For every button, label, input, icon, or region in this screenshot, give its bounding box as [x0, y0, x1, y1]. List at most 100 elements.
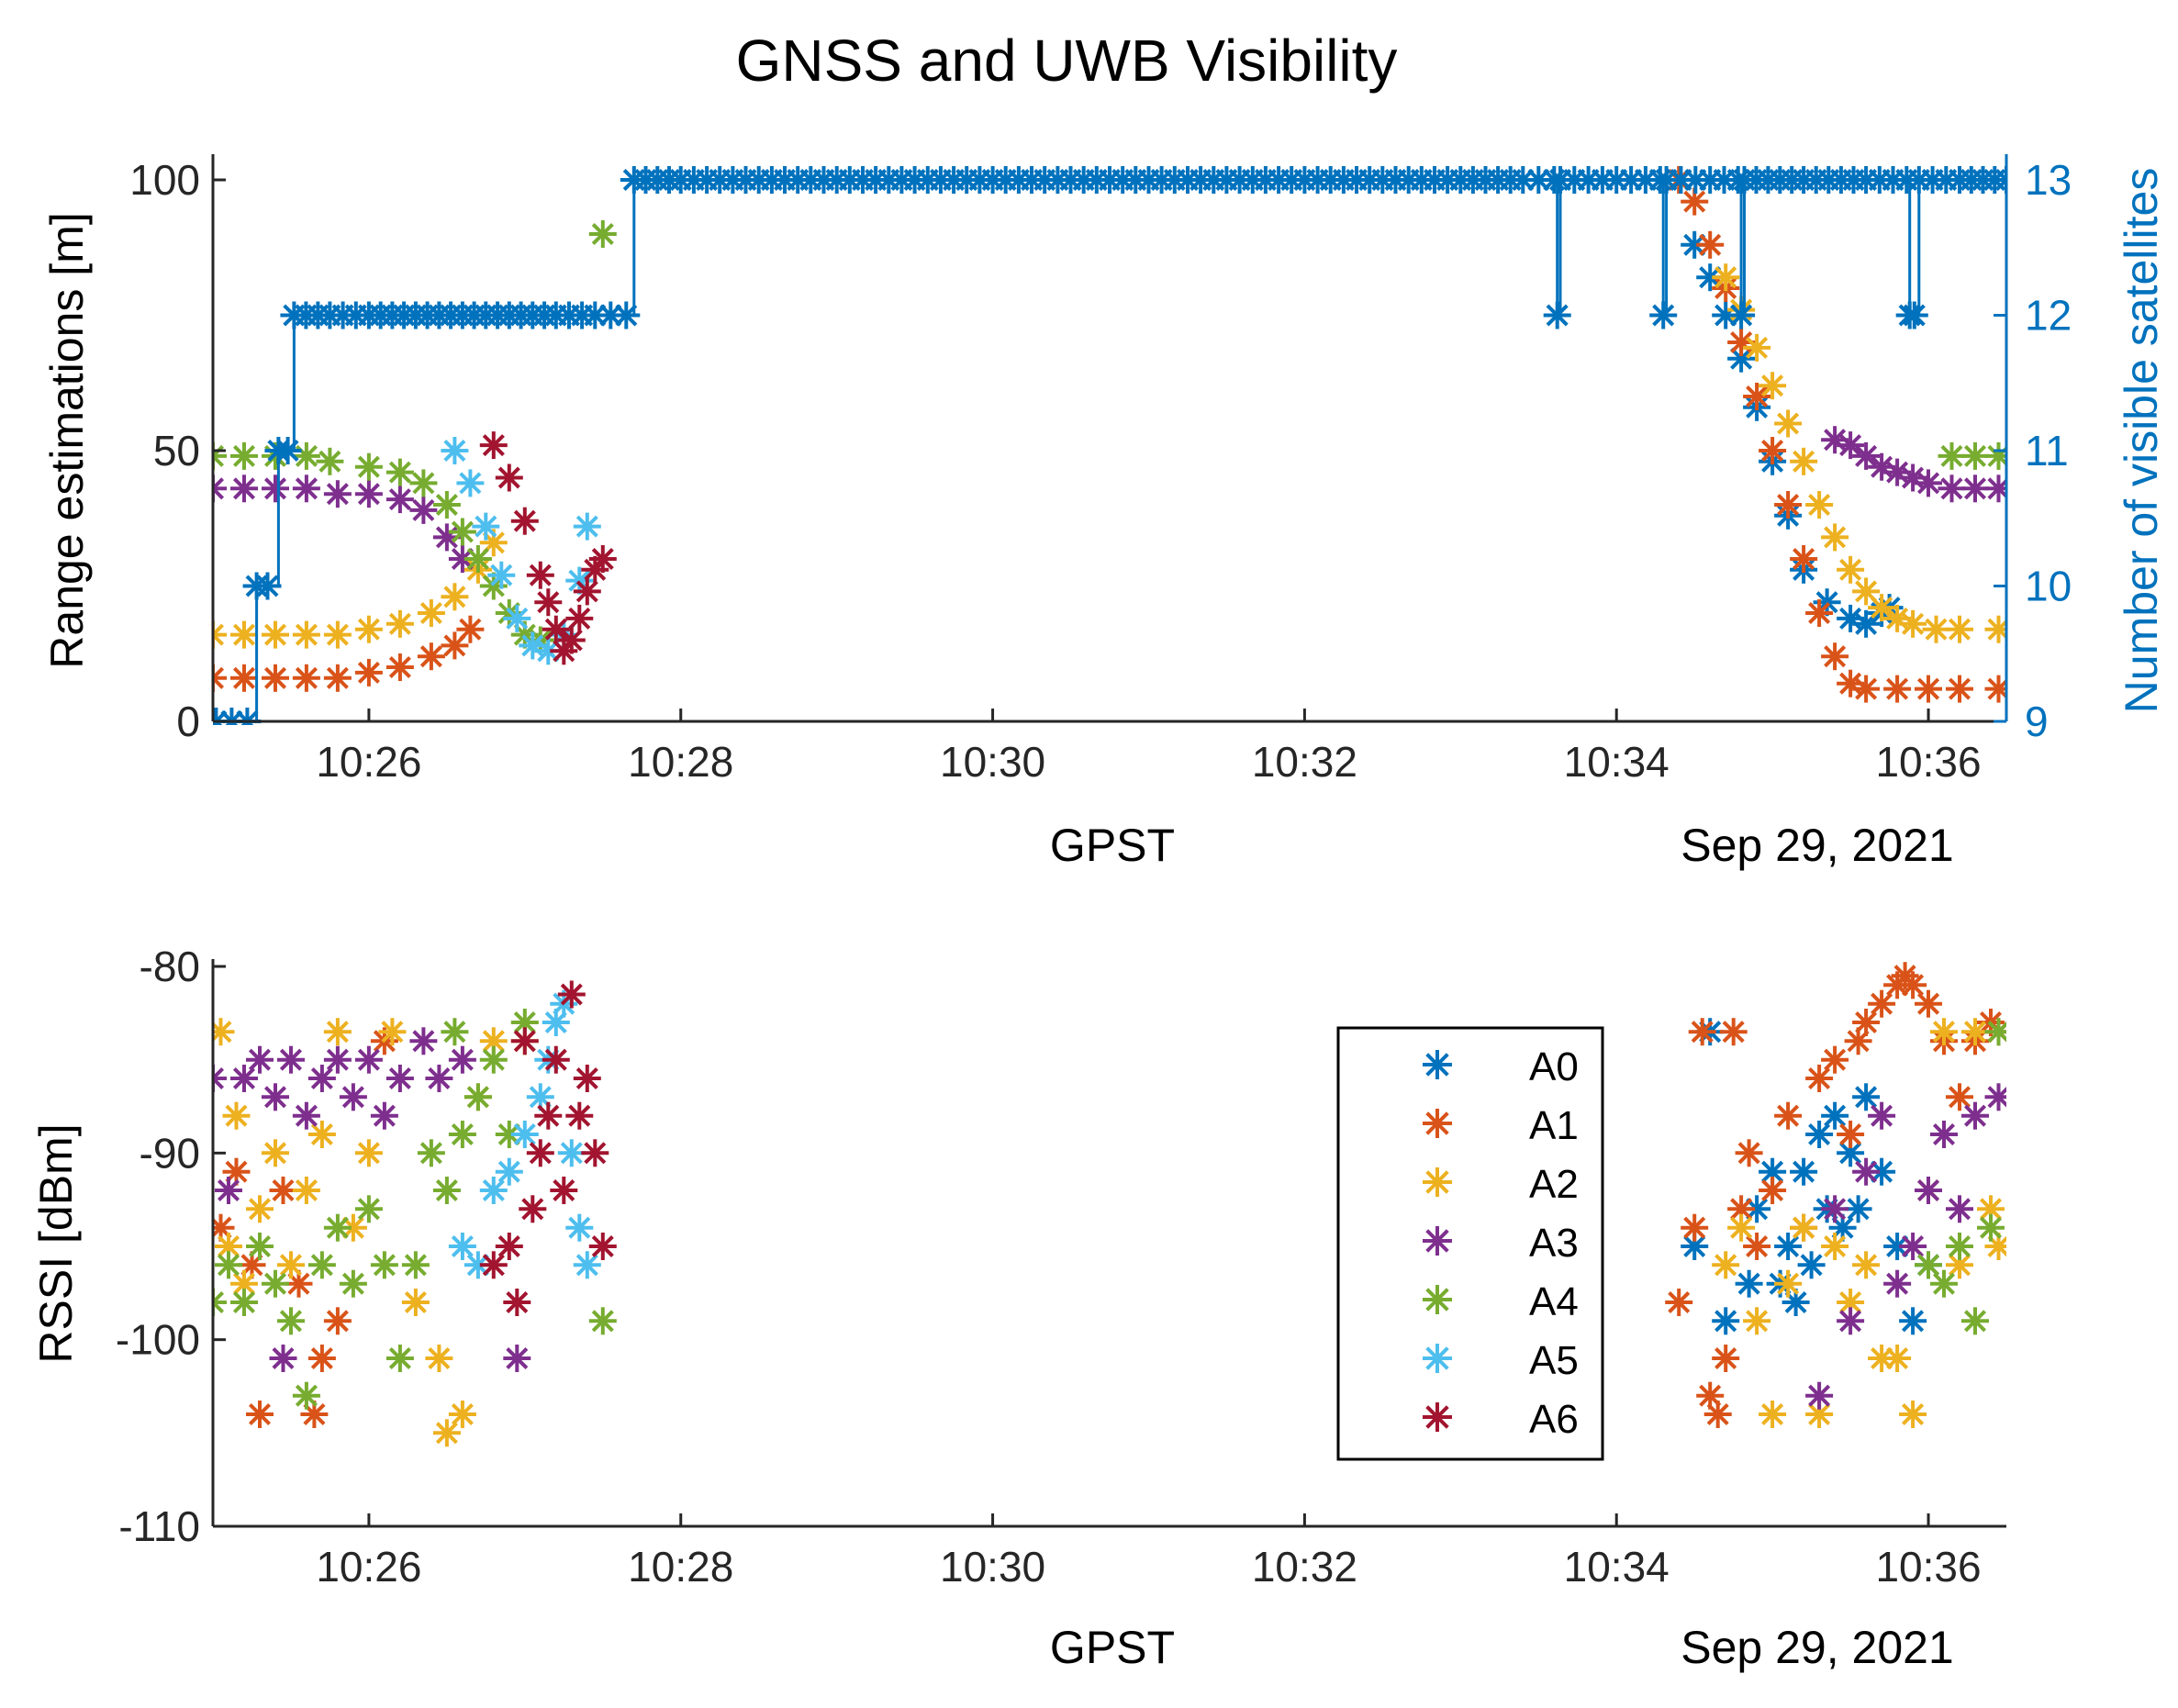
range-point-a3 — [385, 486, 414, 514]
range-point-a4 — [1984, 441, 2006, 470]
y2-tick-label: 12 — [2025, 292, 2072, 340]
x-tick-label: 10:32 — [1252, 738, 1357, 786]
range-point-a4 — [588, 220, 617, 248]
rssi-point-a3 — [370, 1101, 398, 1130]
rssi-point-a0 — [1681, 1233, 1709, 1260]
x-tick-label: 10:26 — [316, 738, 421, 786]
range-point-a2 — [1743, 333, 1771, 362]
rssi-point-a2 — [292, 1177, 320, 1204]
rssi-point-a4 — [464, 1083, 492, 1111]
rssi-point-a1 — [1915, 989, 1942, 1018]
range-point-a4 — [432, 491, 461, 519]
range-point-a2 — [1868, 594, 1896, 622]
range-plot: 10:26 10:28 10:30 10:32 10:34 10:36 0 50 100 9 10 1… — [41, 154, 2167, 871]
rssi-point-a6 — [542, 1045, 570, 1074]
rssi-point-a2 — [1727, 1213, 1756, 1242]
rssi-point-a2 — [1899, 1401, 1927, 1428]
x-tick-label: 10:30 — [940, 1543, 1045, 1591]
range-point-a5 — [573, 512, 601, 541]
legend-marker — [1423, 1167, 1452, 1197]
rssi-y-label: RSSI [dBm] — [30, 1123, 82, 1363]
rssi-series-a2 — [213, 1018, 2006, 1447]
rssi-point-a3 — [1805, 1381, 1834, 1410]
rssi-point-a1 — [1868, 989, 1896, 1018]
rssi-axes: 10:26 10:28 10:30 10:32 10:34 10:36 -80 -90 -100… — [116, 943, 1982, 1591]
rssi-point-a0 — [1774, 1233, 1803, 1260]
rssi-point-a2 — [307, 1121, 336, 1148]
range-point-a1 — [213, 664, 227, 692]
range-point-a4 — [354, 452, 383, 481]
range-point-a1 — [1852, 675, 1881, 703]
rssi-point-a3 — [262, 1083, 289, 1111]
rssi-point-a4 — [370, 1251, 398, 1279]
legend-marker — [1423, 1402, 1452, 1432]
legend-item-a6: A6 — [1423, 1397, 1579, 1442]
rssi-point-a0 — [1844, 1195, 1872, 1223]
rssi-point-a6 — [565, 1101, 594, 1130]
rssi-point-a2 — [1837, 1289, 1865, 1316]
range-point-a2 — [1759, 372, 1787, 400]
range-point-a2 — [1922, 615, 1950, 643]
rssi-point-a0 — [1797, 1251, 1826, 1279]
x-tick-label: 10:28 — [628, 1543, 733, 1591]
range-axes: 10:26 10:28 10:30 10:32 10:34 10:36 0 50 100 9 10 1… — [129, 156, 2072, 786]
range-point-a2 — [213, 620, 227, 649]
rssi-point-a2 — [432, 1419, 461, 1447]
y-tick-label: 0 — [176, 698, 200, 745]
rssi-point-a4 — [262, 1269, 289, 1298]
rssi-x-date: Sep 29, 2021 — [1681, 1622, 1954, 1673]
rssi-point-a3 — [1899, 1233, 1927, 1260]
range-point-a2 — [1946, 615, 1973, 643]
rssi-point-a4 — [323, 1213, 352, 1242]
rssi-point-a1 — [323, 1307, 352, 1335]
rssi-point-a1 — [269, 1177, 297, 1204]
rssi-point-a4 — [588, 1307, 617, 1335]
rssi-point-a6 — [526, 1139, 554, 1167]
range-point-a3 — [1961, 474, 1989, 503]
y-tick-label: -90 — [140, 1129, 200, 1177]
rssi-point-a2 — [246, 1195, 274, 1223]
range-point-a2 — [1899, 609, 1927, 638]
rssi-point-a6 — [495, 1233, 523, 1260]
rssi-point-a6 — [519, 1195, 547, 1223]
rssi-point-a6 — [479, 1251, 508, 1279]
rssi-point-a1 — [1743, 1233, 1771, 1260]
rssi-point-a1 — [1774, 1101, 1803, 1130]
legend-item-a4: A4 — [1423, 1279, 1579, 1324]
rssi-series-a5 — [448, 989, 601, 1279]
rssi-point-a4 — [479, 1045, 508, 1074]
rssi-point-a6 — [534, 1101, 563, 1130]
legend-item-a1: A1 — [1423, 1103, 1579, 1148]
rssi-point-a1 — [1703, 1401, 1732, 1428]
rssi-point-a4 — [1961, 1307, 1989, 1335]
legend-box — [1336, 1026, 1604, 1461]
rssi-point-a4 — [417, 1139, 445, 1167]
range-point-a6 — [510, 507, 539, 535]
legend-label: A4 — [1529, 1279, 1579, 1324]
range-point-a2 — [354, 615, 383, 643]
range-point-a3 — [1837, 431, 1865, 460]
range-point-a3 — [213, 474, 227, 503]
rssi-point-a2 — [1821, 1233, 1849, 1260]
rssi-point-a1 — [1665, 1289, 1693, 1316]
rssi-point-a4 — [1946, 1233, 1973, 1260]
rssi-point-a1 — [1712, 1345, 1740, 1372]
rssi-point-a3 — [292, 1101, 320, 1130]
series-a6 — [479, 431, 617, 665]
range-point-a3 — [323, 480, 352, 508]
rssi-point-a3 — [1961, 1101, 1989, 1130]
range-point-a5 — [503, 604, 531, 632]
range-point-a6 — [573, 577, 601, 606]
rssi-point-a2 — [354, 1139, 383, 1167]
rssi-point-a3 — [1930, 1121, 1958, 1148]
y-tick-label: -80 — [140, 943, 200, 990]
range-point-a3 — [230, 474, 258, 503]
legend-item-a0: A0 — [1423, 1044, 1579, 1089]
range-point-a5 — [456, 469, 485, 497]
range-point-a6 — [526, 561, 554, 589]
rssi-point-a4 — [230, 1289, 258, 1316]
rssi-series-a6 — [479, 980, 617, 1316]
rssi-series-a0 — [1681, 1018, 1942, 1335]
legend-marker — [1423, 1226, 1452, 1256]
rssi-point-a2 — [448, 1401, 476, 1428]
